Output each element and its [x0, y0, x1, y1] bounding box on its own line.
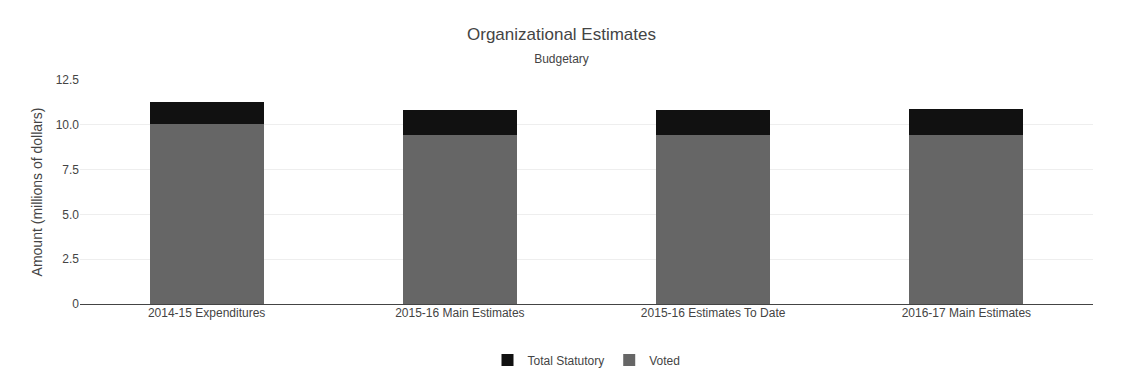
svg-text:2016-17 Main Estimates: 2016-17 Main Estimates [902, 306, 1031, 320]
svg-text:Amount (millions of dollars): Amount (millions of dollars) [29, 108, 45, 277]
svg-text:Voted: Voted [649, 354, 680, 368]
svg-text:2014-15 Expenditures: 2014-15 Expenditures [148, 306, 265, 320]
svg-text:Budgetary: Budgetary [534, 52, 589, 66]
svg-text:2.5: 2.5 [62, 252, 79, 266]
svg-text:2015-16 Estimates To Date: 2015-16 Estimates To Date [641, 306, 786, 320]
svg-text:Organizational Estimates: Organizational Estimates [467, 25, 656, 44]
svg-text:Total Statutory: Total Statutory [528, 354, 605, 368]
svg-text:10.0: 10.0 [56, 118, 80, 132]
svg-text:12.5: 12.5 [56, 73, 80, 87]
svg-text:2015-16 Main Estimates: 2015-16 Main Estimates [395, 306, 524, 320]
svg-text:5.0: 5.0 [62, 208, 79, 222]
svg-text:7.5: 7.5 [62, 163, 79, 177]
svg-text:0: 0 [72, 297, 79, 311]
